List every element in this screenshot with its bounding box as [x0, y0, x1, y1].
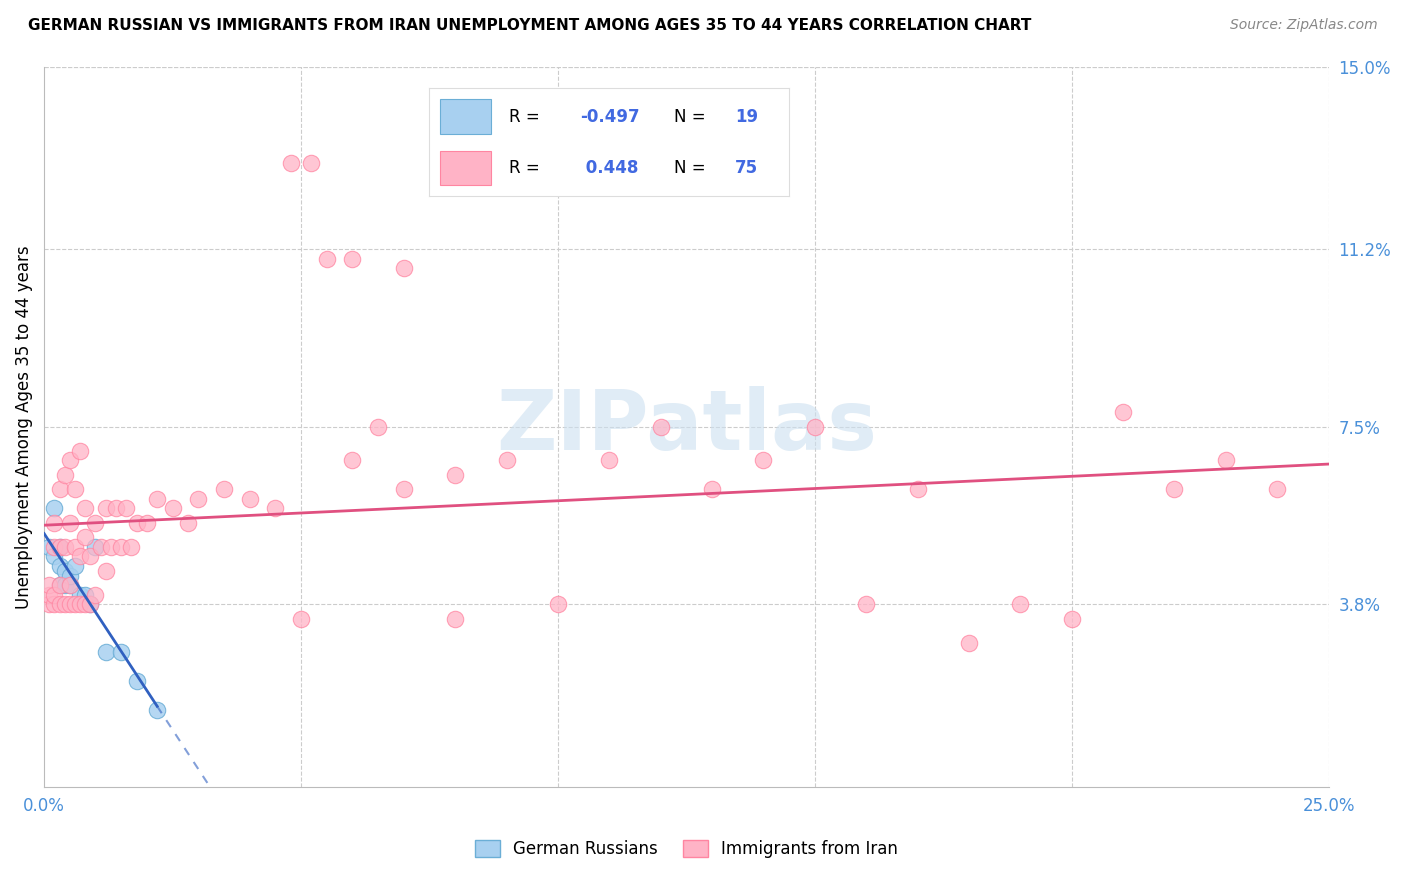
Point	[1215, 453, 1237, 467]
Point	[44, 598, 66, 612]
Point	[264, 501, 287, 516]
Point	[75, 530, 97, 544]
Point	[212, 482, 235, 496]
Point	[1060, 612, 1083, 626]
Point	[392, 261, 415, 276]
Point	[38, 598, 60, 612]
Point	[59, 578, 82, 592]
Point	[79, 598, 101, 612]
Point	[803, 419, 825, 434]
Point	[315, 252, 337, 266]
Point	[84, 516, 107, 530]
Point	[44, 588, 66, 602]
Point	[59, 453, 82, 467]
Point	[752, 453, 775, 467]
Point	[1112, 405, 1135, 419]
Point	[94, 564, 117, 578]
Point	[94, 501, 117, 516]
Point	[69, 598, 91, 612]
Point	[187, 491, 209, 506]
Point	[290, 612, 312, 626]
Point	[69, 588, 91, 602]
Point	[700, 482, 723, 496]
Point	[53, 564, 76, 578]
Point	[53, 598, 76, 612]
Point	[38, 540, 60, 554]
Point	[48, 578, 70, 592]
Point	[48, 558, 70, 573]
Point	[63, 598, 86, 612]
Point	[598, 453, 620, 467]
Point	[547, 598, 569, 612]
Point	[79, 598, 101, 612]
Point	[110, 645, 132, 659]
Point	[957, 636, 980, 650]
Point	[125, 674, 148, 689]
Point	[59, 578, 82, 592]
Point	[38, 578, 60, 592]
Point	[53, 578, 76, 592]
Point	[53, 467, 76, 482]
Point	[162, 501, 184, 516]
Point	[146, 703, 169, 717]
Point	[125, 516, 148, 530]
Point	[115, 501, 138, 516]
Point	[69, 443, 91, 458]
Point	[299, 155, 322, 169]
Point	[105, 501, 128, 516]
Point	[75, 588, 97, 602]
Point	[75, 598, 97, 612]
Point	[1010, 598, 1032, 612]
Point	[392, 482, 415, 496]
Legend: German Russians, Immigrants from Iran: German Russians, Immigrants from Iran	[468, 833, 904, 865]
Point	[135, 516, 157, 530]
Point	[44, 516, 66, 530]
Point	[59, 516, 82, 530]
Point	[342, 252, 364, 266]
Point	[84, 540, 107, 554]
Point	[59, 598, 82, 612]
Point	[907, 482, 929, 496]
Text: Source: ZipAtlas.com: Source: ZipAtlas.com	[1230, 18, 1378, 32]
Point	[367, 419, 389, 434]
Point	[1163, 482, 1185, 496]
Point	[444, 612, 467, 626]
Point	[38, 588, 60, 602]
Point	[495, 453, 517, 467]
Point	[94, 645, 117, 659]
Point	[444, 467, 467, 482]
Point	[342, 453, 364, 467]
Point	[650, 419, 672, 434]
Text: ZIPatlas: ZIPatlas	[496, 386, 877, 467]
Point	[79, 549, 101, 564]
Text: GERMAN RUSSIAN VS IMMIGRANTS FROM IRAN UNEMPLOYMENT AMONG AGES 35 TO 44 YEARS CO: GERMAN RUSSIAN VS IMMIGRANTS FROM IRAN U…	[28, 18, 1032, 33]
Point	[53, 540, 76, 554]
Point	[44, 501, 66, 516]
Point	[59, 568, 82, 582]
Point	[48, 540, 70, 554]
Point	[69, 549, 91, 564]
Point	[48, 540, 70, 554]
Point	[120, 540, 142, 554]
Point	[48, 578, 70, 592]
Point	[280, 155, 302, 169]
Point	[63, 540, 86, 554]
Point	[84, 588, 107, 602]
Point	[48, 482, 70, 496]
Y-axis label: Unemployment Among Ages 35 to 44 years: Unemployment Among Ages 35 to 44 years	[15, 245, 32, 608]
Point	[1265, 482, 1288, 496]
Point	[44, 540, 66, 554]
Point	[239, 491, 262, 506]
Point	[90, 540, 112, 554]
Point	[44, 549, 66, 564]
Point	[48, 598, 70, 612]
Point	[63, 558, 86, 573]
Point	[146, 491, 169, 506]
Point	[177, 516, 200, 530]
Point	[855, 598, 877, 612]
Point	[63, 482, 86, 496]
Point	[100, 540, 122, 554]
Point	[75, 501, 97, 516]
Point	[110, 540, 132, 554]
